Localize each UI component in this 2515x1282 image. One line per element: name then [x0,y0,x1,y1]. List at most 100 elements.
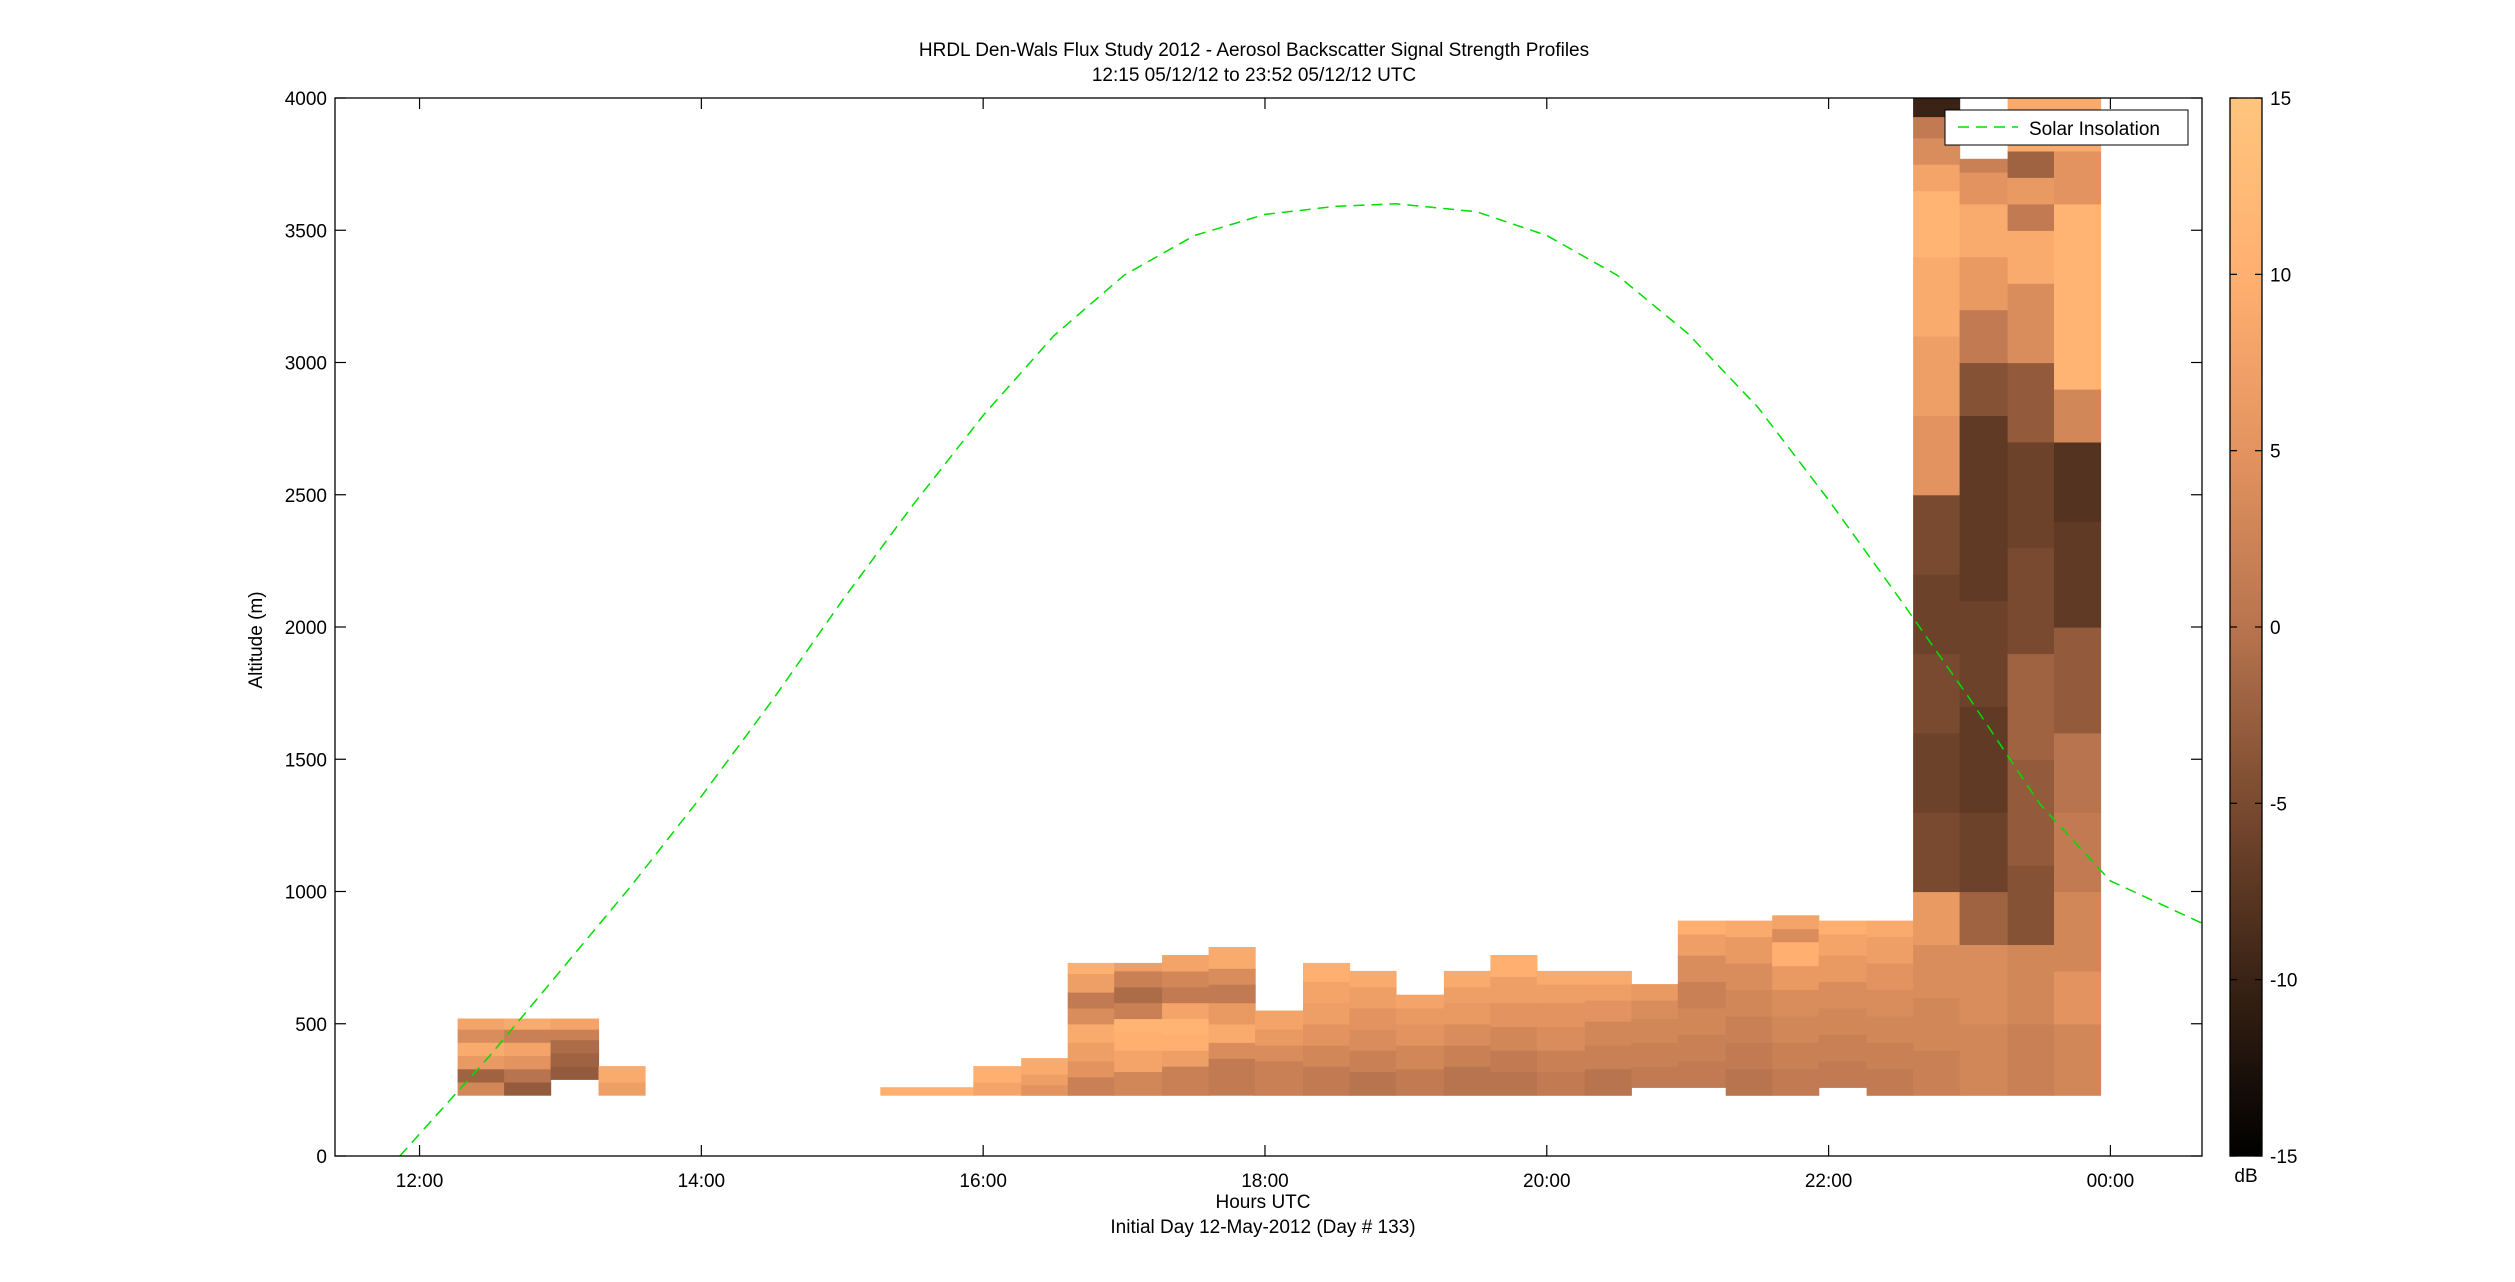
heatmap-cell-2-3 [550,1029,600,1041]
heatmap-cell-27-7 [2007,362,2055,443]
heatmap-cell-10-0 [1208,1058,1256,1096]
heatmap-cell-20-3 [1677,981,1727,1009]
heatmap-cell-9-2 [1162,1034,1210,1051]
heatmap-cell-16-1 [1490,1050,1538,1072]
colorbar-unit-label: dB [2234,1166,2257,1187]
heatmap-cell-9-0 [1162,1066,1210,1096]
colorbar-tick-label-6: 15 [2270,89,2291,110]
heatmap-cell-8-7 [1114,962,1163,972]
x-axis-label: Hours UTC [1215,1192,1310,1213]
y-tick-label-6: 3000 [285,354,327,375]
heatmap-cell-20-6 [1677,920,1727,935]
heatmap-cell-18-3 [1584,999,1632,1022]
heatmap-cell-10-4 [1208,984,1256,1004]
heatmap-cell-18-0 [1584,1068,1632,1096]
heatmap-cell-7-6 [1067,973,1115,993]
heatmap-cell-9-6 [1162,970,1210,988]
heatmap-cell-23-0 [1818,1060,1868,1088]
x-axis-ticks: 12:00 14:00 16:00 18:00 20:00 22:00 00:00 [396,98,2134,1192]
heatmap-cell-25-2 [1913,944,1961,998]
heatmap-cell-13-1 [1349,1050,1397,1072]
heatmap-cell-28-6 [2054,521,2102,628]
heatmap-cell-28-10 [2054,150,2102,205]
y-tick-label-5: 2500 [285,486,327,507]
heatmap-cell-9-3 [1162,1018,1210,1035]
y-tick-label-1: 500 [295,1015,327,1036]
heatmap-cell-6-0 [1021,1084,1069,1096]
heatmap-cell-27-10 [2007,203,2055,231]
heatmap-cell-0-3 [457,1042,505,1057]
solar-insolation-polyline [399,203,2202,1156]
y-tick-label-8: 4000 [285,89,327,110]
heatmap-cell-7-3 [1067,1023,1115,1043]
heatmap-cell-24-4 [1866,962,1914,990]
heatmap-cell-17-4 [1536,984,1586,1004]
heatmap-cell-22-3 [1772,989,1820,1017]
heatmap-cell-21-4 [1725,962,1773,990]
heatmap-cell-23-5 [1818,933,1868,956]
heatmap-cell-1-5 [504,1018,552,1030]
heatmap-cell-1-0 [504,1081,552,1096]
heatmap-cell-19-4 [1631,984,1679,1001]
heatmap-cell-25-13 [1913,164,1961,192]
heatmap-cell-1-3 [504,1042,552,1057]
heatmap-cell-7-1 [1067,1060,1115,1078]
heatmap-cell-18-5 [1584,970,1632,985]
heatmap-cell-0-1 [457,1068,505,1083]
x-tick-label-1: 14:00 [678,1171,726,1192]
heatmap-cell-8-4 [1114,1002,1163,1020]
heatmap-cell-25-9 [1913,415,1961,496]
heatmap-cell-16-2 [1490,1026,1538,1051]
heatmap-cell-0-5 [457,1018,505,1030]
heatmap-cell-14-0 [1396,1068,1445,1096]
heatmap-cell-14-1 [1396,1044,1445,1070]
heatmap-cell-9-1 [1162,1050,1210,1067]
heatmap-cell-16-0 [1490,1071,1538,1096]
legend-entry-solar-insolation: Solar Insolation [2029,119,2160,140]
heatmap-cell-6-2 [1021,1058,1069,1075]
heatmap-cell-26-9 [1959,309,2009,364]
heatmap-cell-25-8 [1913,494,1961,575]
x-tick-label-3: 18:00 [1241,1171,1289,1192]
heatmap-cell-2-0 [550,1066,600,1080]
heatmap-cell-15-5 [1443,970,1491,988]
heatmap-cell-27-2 [2007,865,2055,945]
heatmap-cell-20-2 [1677,1007,1727,1035]
heatmap-cell-8-0 [1114,1071,1163,1096]
heatmap-cell-20-1 [1677,1034,1727,1062]
heatmap-cell-2-4 [550,1018,600,1030]
heatmap-cell-20-5 [1677,933,1727,956]
heatmap-cell-16-4 [1490,976,1538,1004]
heatmap-cell-1-1 [504,1068,552,1083]
heatmap-cell-27-3 [2007,759,2055,866]
x-axis-label-line-2: Initial Day 12-May-2012 (Day # 133) [1110,1217,1415,1238]
heatmap-cell-14-2 [1396,1023,1445,1046]
heatmap-cell-19-3 [1631,999,1679,1019]
heatmap-cell-25-1 [1913,997,1961,1051]
heatmap-cell-17-5 [1536,970,1586,985]
heatmap-cell-26-8 [1959,362,2009,416]
heatmap-cell-28-5 [2054,627,2102,734]
heatmap-cell-9-7 [1162,955,1210,972]
colorbar-tick-label-5: 10 [2270,265,2291,286]
heatmap-cell-0-2 [457,1055,505,1070]
heatmap-cell-11-0 [1255,1060,1304,1096]
heatmap-cell-26-6 [1959,494,2009,602]
heatmap-cell-27-1 [2007,944,2055,1025]
heatmap-cell-20-4 [1677,955,1727,982]
heatmap-cell-1-2 [504,1055,552,1070]
heatmap-cell-28-8 [2054,389,2102,443]
colorbar-tick-label-3: 0 [2270,618,2281,639]
x-tick-label-4: 20:00 [1523,1171,1571,1192]
heatmap-cell-12-3 [1303,1002,1351,1025]
heatmap-cell-23-4 [1818,955,1868,982]
heatmap-cell-19-2 [1631,1018,1679,1043]
heatmap-cell-17-3 [1536,1002,1586,1027]
heatmap-cell-2-2 [550,1039,600,1054]
heatmap-cell-14-3 [1396,1007,1445,1025]
heatmap-cell-26-3 [1959,812,2009,893]
heatmap-cell-3-0 [598,1081,646,1096]
heatmap-cell-26-11 [1959,203,2009,258]
y-tick-label-0: 0 [316,1147,327,1168]
heatmap-cell-25-0 [1913,1050,1961,1096]
